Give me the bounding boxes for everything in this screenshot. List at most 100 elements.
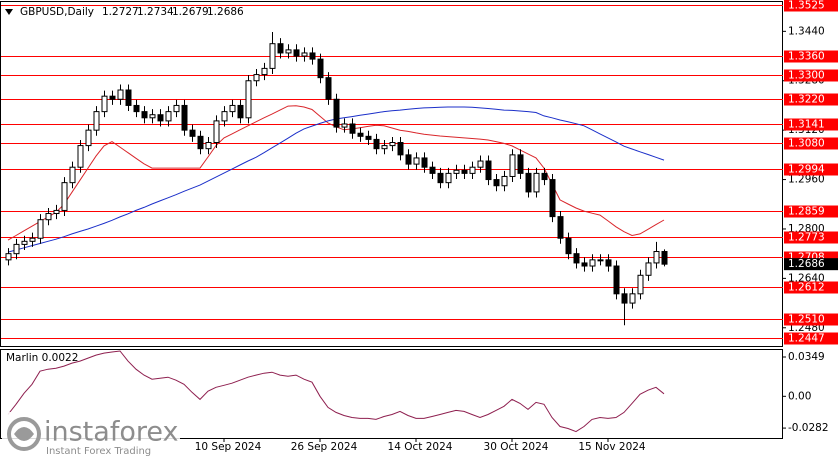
level-label-bg xyxy=(784,281,838,294)
level-label: 1.2510 xyxy=(788,314,825,326)
candle-body xyxy=(269,43,276,69)
candle-body xyxy=(525,172,532,193)
level-label: 1.2859 xyxy=(788,206,825,218)
level-label: 1.2773 xyxy=(788,232,825,244)
candle-body xyxy=(493,179,500,187)
candle-body xyxy=(21,240,28,245)
candle-body xyxy=(5,253,12,261)
candle-body xyxy=(205,142,212,150)
candle-body xyxy=(333,98,340,128)
price-label-bg xyxy=(784,258,838,271)
candle-body xyxy=(629,293,636,304)
candle-body xyxy=(157,114,164,122)
watermark: instaforex Instant Forex Trading xyxy=(2,412,180,458)
candle-body xyxy=(405,154,412,165)
candle-body xyxy=(301,52,308,57)
candle-body xyxy=(77,145,84,168)
level-label: 1.3080 xyxy=(788,138,825,150)
candle-body xyxy=(413,157,420,165)
candle-body xyxy=(45,213,52,221)
candle-body xyxy=(573,253,580,264)
candle-body xyxy=(253,74,260,82)
watermark-logo-swirl xyxy=(14,427,34,441)
candle-body xyxy=(397,142,404,156)
candle-body xyxy=(69,166,76,184)
candle-body xyxy=(197,135,204,150)
candle-body xyxy=(477,160,484,168)
y-tick-label: 1.2640 xyxy=(788,272,825,284)
candle-body xyxy=(293,49,300,57)
candle-body xyxy=(605,259,612,267)
candle-body xyxy=(589,259,596,267)
candle-body xyxy=(637,274,644,295)
watermark-name: instaforex xyxy=(44,417,178,448)
ohlc-low: 1.2679 xyxy=(172,6,209,18)
candle-body xyxy=(581,262,588,267)
watermark-tagline: Instant Forex Trading xyxy=(46,446,151,457)
level-label-bg xyxy=(784,50,838,63)
candle-body xyxy=(237,104,244,119)
level-label: 1.2612 xyxy=(788,282,825,294)
candle-body xyxy=(133,104,140,113)
candle-body xyxy=(101,95,108,113)
candle-body xyxy=(533,172,540,193)
candle-body xyxy=(181,104,188,131)
price-label: 1.2686 xyxy=(788,258,825,270)
candle-body xyxy=(621,293,628,304)
y-tick-label: 0.0349 xyxy=(788,351,825,363)
candle-body xyxy=(613,265,620,295)
candle-body xyxy=(653,251,660,264)
candle-body xyxy=(245,80,252,119)
candle-body xyxy=(461,169,468,174)
level-label: 1.2994 xyxy=(788,164,825,176)
candle-body xyxy=(517,154,524,174)
level-label-bg xyxy=(784,313,838,326)
candle-body xyxy=(389,142,396,147)
menu-triangle xyxy=(5,9,13,15)
candle-body xyxy=(381,145,388,150)
y-tick-label: 1.3440 xyxy=(788,25,825,37)
candle-body xyxy=(61,182,68,211)
candle-body xyxy=(485,160,492,181)
candle-body xyxy=(469,166,476,174)
candle-body xyxy=(165,111,172,122)
candle-body xyxy=(365,135,372,140)
candle-body xyxy=(421,157,428,168)
candle-body xyxy=(349,123,356,134)
level-label: 1.3300 xyxy=(788,70,825,82)
candle-body xyxy=(661,251,668,265)
candle-body xyxy=(93,111,100,131)
main-panel xyxy=(0,1,783,347)
x-tick-label: 26 Sep 2024 xyxy=(291,441,358,453)
candle-body xyxy=(565,237,572,255)
level-label-bg xyxy=(784,137,838,150)
candle-body xyxy=(317,58,324,79)
candle-body xyxy=(557,216,564,239)
level-label: 1.3220 xyxy=(788,94,825,106)
level-label-bg xyxy=(784,93,838,106)
candle-body xyxy=(189,129,196,137)
indicator-panel xyxy=(0,349,783,439)
candle-body xyxy=(109,95,116,100)
chart-title: GBPUSD,Daily xyxy=(20,6,94,18)
candle-body xyxy=(357,132,364,137)
level-label-bg xyxy=(784,231,838,244)
x-tick-label: 15 Nov 2024 xyxy=(578,441,646,453)
ohlc-high: 1.2734 xyxy=(137,6,174,18)
candle-body xyxy=(437,172,444,184)
candle-body xyxy=(229,104,236,113)
candle-body xyxy=(213,120,220,144)
level-label-bg xyxy=(784,163,838,176)
candle-body xyxy=(341,123,348,128)
x-tick-label: 14 Oct 2024 xyxy=(388,441,453,453)
candle-body xyxy=(149,114,156,119)
candle-body xyxy=(597,259,604,262)
candle-body xyxy=(29,237,36,242)
candle-body xyxy=(261,67,268,76)
candle-body xyxy=(509,154,516,177)
x-tick-label: 30 Oct 2024 xyxy=(484,441,549,453)
ohlc-open: 1.2727 xyxy=(102,6,139,18)
level-label: 1.3360 xyxy=(788,51,825,63)
candle-body xyxy=(309,52,316,60)
